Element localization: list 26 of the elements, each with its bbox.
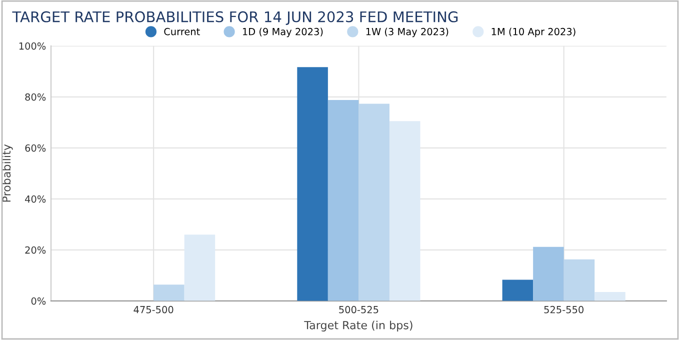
bar (358, 104, 390, 301)
legend-label: Current (164, 28, 200, 36)
y-tick-label: 0% (31, 297, 46, 305)
bar (328, 100, 359, 301)
y-tick-label: 60% (25, 144, 46, 152)
bar (389, 121, 420, 301)
y-tick-label: 20% (25, 246, 46, 254)
x-tick-label: 525-550 (544, 306, 584, 314)
bar (502, 280, 534, 301)
bar (154, 284, 184, 301)
bar (533, 246, 564, 301)
bar (594, 292, 626, 301)
chart-title: TARGET RATE PROBABILITIES FOR 14 JUN 2023 FED MEETING (12, 11, 458, 26)
x-axis-title: Target Rate (in bps) (304, 320, 412, 332)
legend-label: 1D (9 May 2023) (243, 28, 323, 38)
x-tick-label: 475-500 (134, 306, 174, 314)
y-tick-label: 80% (25, 93, 46, 101)
bar (297, 67, 328, 301)
x-tick-label: 500-525 (339, 306, 378, 314)
bar (564, 259, 595, 301)
legend-label: 1W (3 May 2023) (366, 28, 448, 38)
y-axis-title: Probability (2, 144, 13, 202)
legend-label: 1M (10 Apr 2023) (492, 28, 576, 38)
bar (184, 234, 216, 301)
y-tick-label: 40% (25, 195, 46, 203)
y-tick-label: 100% (19, 42, 46, 50)
